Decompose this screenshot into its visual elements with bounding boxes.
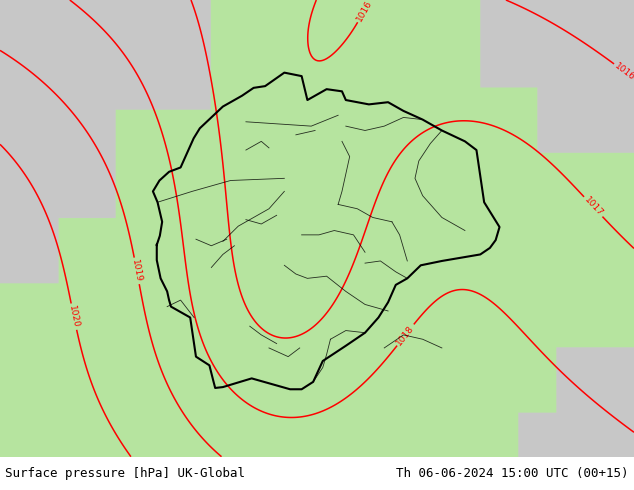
Text: 1019: 1019	[130, 259, 143, 283]
Text: 1016: 1016	[354, 0, 374, 23]
Text: Surface pressure [hPa] UK-Global: Surface pressure [hPa] UK-Global	[5, 467, 245, 480]
Text: Th 06-06-2024 15:00 UTC (00+15): Th 06-06-2024 15:00 UTC (00+15)	[396, 467, 629, 480]
Text: 1017: 1017	[582, 196, 604, 218]
Text: 1018: 1018	[395, 323, 416, 347]
Text: 1016: 1016	[613, 61, 634, 82]
Text: 1020: 1020	[67, 305, 81, 329]
